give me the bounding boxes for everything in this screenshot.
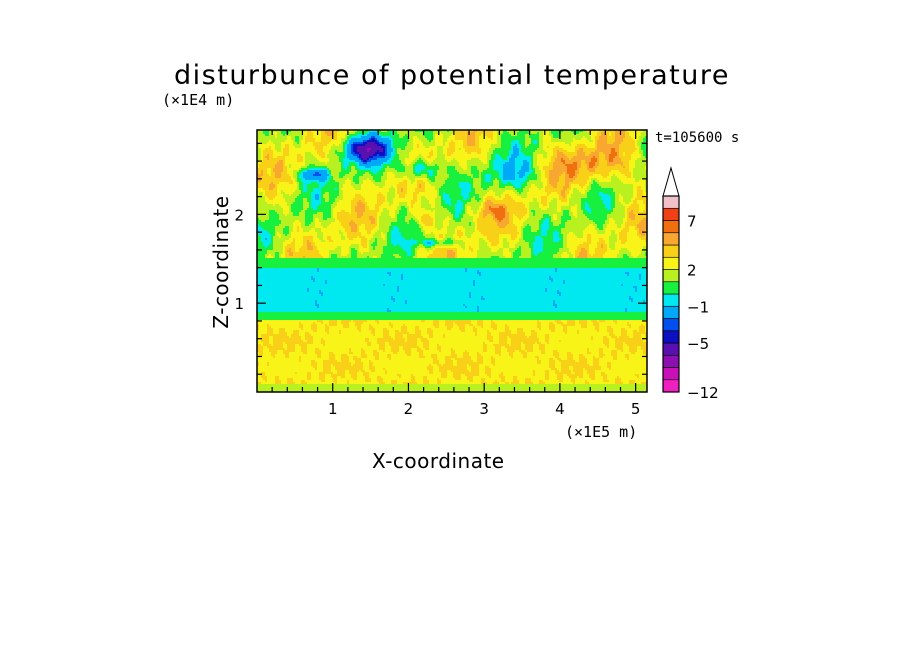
colorbar-label: −1: [687, 298, 709, 316]
colorbar: 7 2 −1 −5 −12: [662, 166, 719, 402]
y-unit-label: (×1E4 m): [162, 91, 235, 109]
colorbar-segment: [662, 281, 680, 295]
colorbar-label: 7: [687, 213, 697, 231]
x-tick-label: 3: [479, 400, 489, 418]
x-axis-label: X-coordinate: [372, 449, 505, 473]
plot-frame: [256, 129, 648, 393]
colorbar-segment: [662, 244, 680, 258]
colorbar-segment: [662, 220, 680, 234]
colorbar-segment: [662, 342, 680, 356]
x-tick-label: 2: [404, 400, 414, 418]
colorbar-segment: [662, 305, 680, 319]
x-tick-label: 1: [328, 400, 338, 418]
chart-title: disturbunce of potential temperature: [174, 60, 730, 91]
colorbar-frame: [662, 195, 680, 393]
colorbar-segment: [662, 232, 680, 246]
colorbar-label: −12: [687, 384, 719, 402]
colorbar-segment: [662, 269, 680, 283]
field-layer: [257, 130, 647, 392]
colorbar-segment: [662, 367, 680, 381]
colorbar-extend-arrow: [662, 166, 680, 197]
x-unit-label: (×1E5 m): [565, 423, 638, 441]
axes-layer: 1 2 3 4 5 1 2: [234, 129, 648, 418]
colorbar-segment: [662, 256, 680, 270]
colorbar-segment: [662, 330, 680, 344]
time-label: t=105600 s: [655, 130, 740, 146]
x-tick-label: 4: [555, 400, 565, 418]
colorbar-segment: [662, 195, 680, 209]
colorbar-label: −5: [687, 335, 709, 353]
y-tick-label: 2: [234, 206, 244, 224]
colorbar-label: 2: [687, 262, 697, 280]
colorbar-segment: [662, 354, 680, 368]
colorbar-segment: [662, 379, 680, 393]
colorbar-segment: [662, 318, 680, 332]
colorbar-segment: [662, 293, 680, 307]
y-tick-label: 1: [234, 295, 244, 313]
x-tick-label: 5: [631, 400, 641, 418]
colorbar-segment: [662, 207, 680, 221]
